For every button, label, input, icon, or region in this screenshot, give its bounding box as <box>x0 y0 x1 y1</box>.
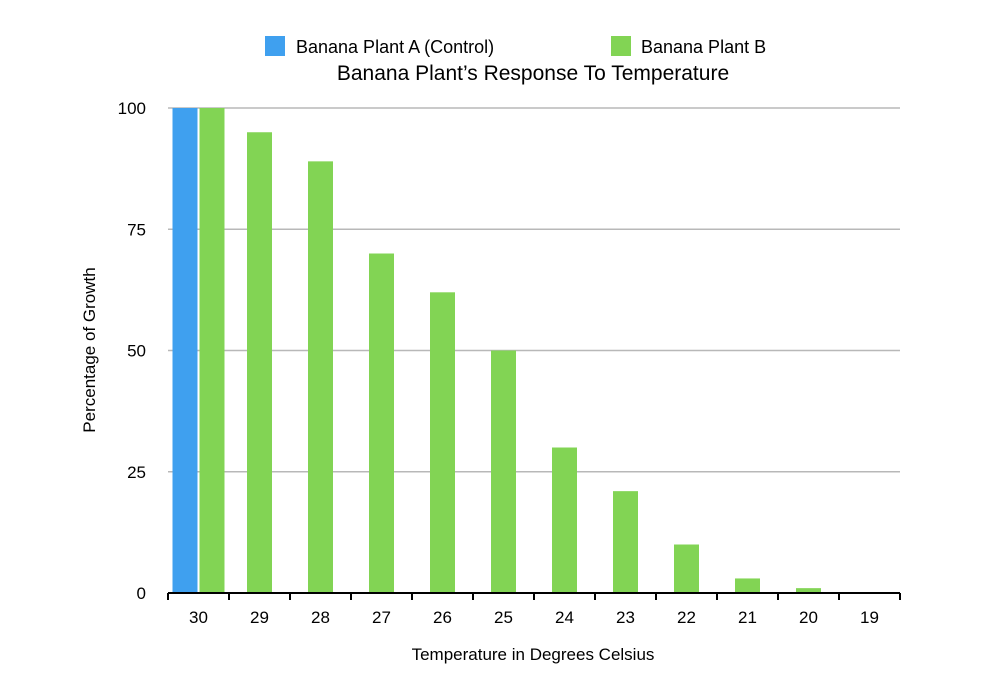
gridlines <box>168 107 900 473</box>
chart-title: Banana Plant’s Response To Temperature <box>337 62 729 85</box>
bar-series1-30 <box>172 108 198 593</box>
legend-swatch-2 <box>611 36 631 56</box>
legend-label-1: Banana Plant A (Control) <box>296 37 494 57</box>
bar-series2-26 <box>430 292 455 593</box>
bar-series2-22 <box>674 544 699 593</box>
bar-series2-27 <box>369 253 394 593</box>
legend-swatch-1 <box>265 36 285 56</box>
y-tick-label-0: 0 <box>137 584 146 603</box>
bar-series2-20 <box>796 588 821 593</box>
x-tick-label-21: 21 <box>738 608 757 627</box>
bar-series2-21 <box>735 578 760 593</box>
y-tick-label-25: 25 <box>127 463 146 482</box>
y-axis-label: Percentage of Growth <box>80 267 99 432</box>
y-tick-label-75: 75 <box>127 220 146 239</box>
x-tick-label-29: 29 <box>250 608 269 627</box>
x-tick-label-27: 27 <box>372 608 391 627</box>
x-tick-label-23: 23 <box>616 608 635 627</box>
bar-series2-29 <box>247 132 272 593</box>
legend-label-2: Banana Plant B <box>641 37 766 57</box>
bar-series2-24 <box>552 447 577 593</box>
x-tick-label-30: 30 <box>189 608 208 627</box>
x-tick-label-19: 19 <box>860 608 879 627</box>
bar-series2-25 <box>491 350 516 593</box>
bar-series2-23 <box>613 491 638 593</box>
x-tick-label-20: 20 <box>799 608 818 627</box>
x-axis-label: Temperature in Degrees Celsius <box>412 645 655 664</box>
x-tick-label-24: 24 <box>555 608 574 627</box>
x-tick-label-28: 28 <box>311 608 330 627</box>
x-axis: 30 29 28 27 26 25 24 23 22 21 20 19 <box>167 592 901 627</box>
x-tick-label-22: 22 <box>677 608 696 627</box>
bar-series2-28 <box>308 161 333 593</box>
legend: Banana Plant A (Control) Banana Plant B <box>265 36 766 57</box>
x-tick-label-26: 26 <box>433 608 452 627</box>
y-tick-label-100: 100 <box>118 99 146 118</box>
bar-series2-30 <box>199 108 225 593</box>
x-tick-label-25: 25 <box>494 608 513 627</box>
bars <box>172 108 821 593</box>
y-tick-label-50: 50 <box>127 342 146 361</box>
y-axis-ticks: 0 25 50 75 100 <box>118 99 146 603</box>
